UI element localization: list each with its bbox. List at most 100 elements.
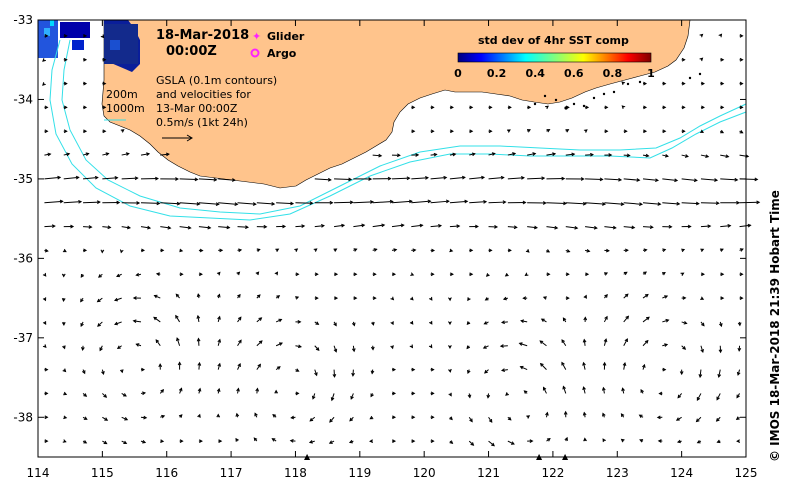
velocity-arrowhead xyxy=(98,274,102,278)
velocity-arrowhead xyxy=(546,272,551,277)
velocity-arrow xyxy=(430,225,442,228)
velocity-arrowhead xyxy=(582,411,587,416)
velocity-arrowhead xyxy=(589,152,594,157)
velocity-arrowhead xyxy=(254,412,258,417)
velocity-arrowhead xyxy=(469,248,474,253)
velocity-arrowhead xyxy=(197,413,201,418)
velocity-arrowhead xyxy=(438,223,443,228)
velocity-arrowhead xyxy=(680,272,685,276)
velocity-arrowhead xyxy=(527,129,531,133)
velocity-arrowhead xyxy=(485,273,490,277)
velocity-arrowhead xyxy=(255,387,260,392)
velocity-arrowhead xyxy=(533,225,539,230)
velocity-arrowhead xyxy=(565,129,570,133)
velocity-arrowhead xyxy=(707,224,712,229)
velocity-arrowhead xyxy=(122,393,127,397)
velocity-arrowhead xyxy=(119,249,124,254)
velocity-arrowhead xyxy=(314,296,319,300)
velocity-arrowhead xyxy=(320,223,325,228)
velocity-arrowhead xyxy=(378,153,383,158)
velocity-arrowhead xyxy=(513,225,518,230)
velocity-arrowhead xyxy=(554,225,559,230)
velocity-arrowhead xyxy=(42,82,46,86)
velocity-arrow xyxy=(44,225,55,228)
velocity-arrowhead xyxy=(469,272,474,277)
velocity-arrowhead xyxy=(102,81,107,86)
velocity-arrow xyxy=(44,200,63,204)
velocity-arrowhead xyxy=(524,272,529,277)
argo-label: Argo xyxy=(267,47,297,60)
velocity-arrowhead xyxy=(132,319,137,324)
velocity-arrow xyxy=(63,176,79,180)
velocity-arrowhead xyxy=(301,224,306,229)
velocity-arrowhead xyxy=(701,272,705,277)
velocity-arrow xyxy=(140,153,150,156)
velocity-arrowhead xyxy=(571,152,576,157)
velocity-arrowhead xyxy=(216,271,221,276)
colorbar-tick-label: 0.2 xyxy=(487,67,507,80)
velocity-arrowhead xyxy=(735,416,740,420)
velocity-arrowhead xyxy=(101,371,105,376)
velocity-arrowhead xyxy=(518,342,523,346)
velocity-arrowhead xyxy=(275,248,280,252)
velocity-arrowhead xyxy=(566,249,571,253)
velocity-arrowhead xyxy=(315,347,320,352)
velocity-arrowhead xyxy=(215,202,220,206)
velocity-arrowhead xyxy=(94,175,99,180)
velocity-arrow xyxy=(662,178,678,182)
velocity-arrow xyxy=(604,226,616,229)
velocity-arrowhead xyxy=(664,343,669,347)
velocity-arrowhead xyxy=(542,386,547,391)
velocity-arrowhead xyxy=(142,439,147,444)
velocity-arrowhead xyxy=(662,129,667,134)
velocity-arrowhead xyxy=(314,272,319,277)
velocity-arrowhead xyxy=(643,129,648,134)
velocity-arrowhead xyxy=(675,417,680,421)
velocity-arrowhead xyxy=(602,438,606,443)
velocity-arrowhead xyxy=(626,153,631,158)
velocity-arrowhead xyxy=(114,176,119,180)
velocity-arrowhead xyxy=(488,248,493,253)
velocity-arrow xyxy=(623,202,643,205)
velocity-arrowhead xyxy=(582,201,587,206)
velocity-arrowhead xyxy=(83,105,88,110)
velocity-arrowhead xyxy=(624,293,629,298)
velocity-arrowhead xyxy=(448,321,452,326)
velocity-arrowhead xyxy=(147,225,152,230)
velocity-arrowhead xyxy=(96,200,101,205)
velocity-arrowhead xyxy=(720,57,725,62)
velocity-arrowhead xyxy=(449,416,453,421)
velocity-arrowhead xyxy=(216,293,221,298)
velocity-arrowhead xyxy=(720,105,725,110)
velocity-arrowhead xyxy=(177,361,182,366)
velocity-arrowhead xyxy=(82,370,86,375)
velocity-arrowhead xyxy=(430,439,435,443)
velocity-arrowhead xyxy=(329,200,334,205)
velocity-arrowhead xyxy=(644,293,649,298)
velocity-arrow xyxy=(585,202,606,205)
velocity-arrow xyxy=(353,224,365,228)
velocity-arrowhead xyxy=(739,34,744,38)
x-tick-label: 114 xyxy=(27,466,50,480)
velocity-arrowhead xyxy=(234,202,239,206)
velocity-arrowhead xyxy=(80,298,84,303)
velocity-arrow xyxy=(585,178,603,180)
velocity-arrowhead xyxy=(62,248,67,253)
velocity-arrowhead xyxy=(155,272,160,276)
velocity-arrowhead xyxy=(96,298,101,303)
velocity-arrowhead xyxy=(102,57,107,62)
velocity-arrowhead xyxy=(456,224,461,229)
y-tick-label: -36 xyxy=(13,251,33,265)
velocity-arrowhead xyxy=(427,199,432,204)
contour-1000m xyxy=(49,39,747,221)
velocity-arrowhead xyxy=(44,34,49,38)
velocity-arrow xyxy=(565,226,578,229)
velocity-arrowhead xyxy=(197,387,202,392)
velocity-arrowhead xyxy=(482,345,487,349)
velocity-arrowhead xyxy=(257,363,261,368)
velocity-arrowhead xyxy=(491,152,496,156)
velocity-arrowhead xyxy=(278,318,283,323)
velocity-arrowhead xyxy=(700,296,705,300)
velocity-arrow xyxy=(102,152,109,156)
velocity-arrowhead xyxy=(640,388,644,393)
